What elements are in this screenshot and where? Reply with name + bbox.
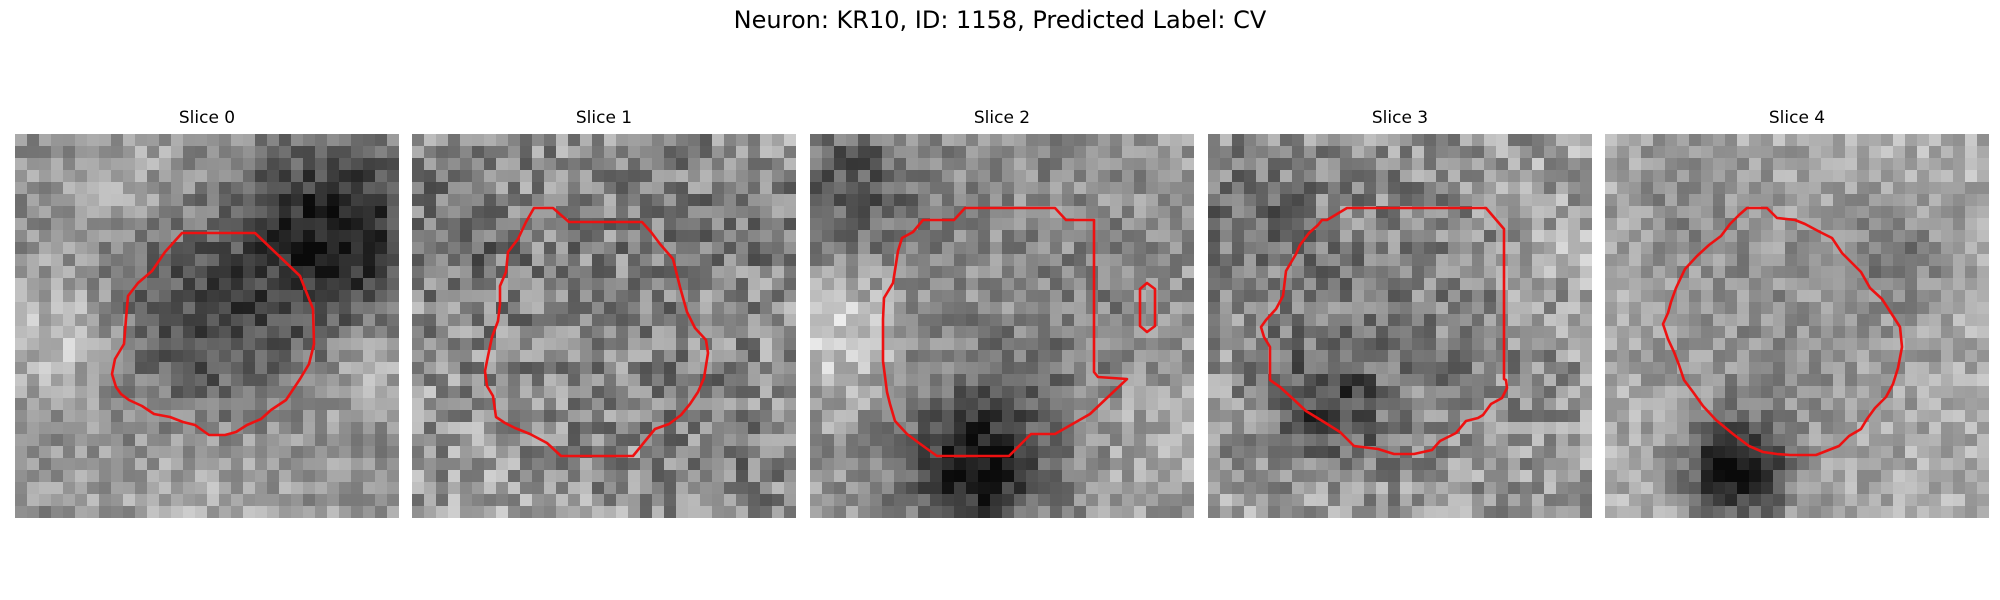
roi-contour-3 xyxy=(1259,206,1509,456)
figure-title: Neuron: KR10, ID: 1158, Predicted Label:… xyxy=(733,6,1267,34)
microscopy-pixels-2 xyxy=(810,134,1194,518)
roi-contour-4 xyxy=(1661,206,1904,457)
slice-image-1 xyxy=(412,134,796,518)
slice-image-3 xyxy=(1208,134,1592,518)
roi-contour-0 xyxy=(110,231,316,437)
microscopy-pixels-1 xyxy=(412,134,796,518)
slice-image-0 xyxy=(15,134,399,518)
microscopy-pixels-0 xyxy=(15,134,399,518)
slice-title-3: Slice 3 xyxy=(1371,108,1429,128)
slice-image-2 xyxy=(810,134,1194,518)
roi-contour-1 xyxy=(483,206,710,458)
slice-image-4 xyxy=(1605,134,1989,518)
roi-contour-2b xyxy=(1138,281,1157,334)
slice-title-0: Slice 0 xyxy=(178,108,236,128)
slice-title-4: Slice 4 xyxy=(1768,108,1826,128)
slice-title-1: Slice 1 xyxy=(575,108,633,128)
slice-title-2: Slice 2 xyxy=(973,108,1031,128)
roi-contour-2 xyxy=(881,206,1129,458)
microscopy-pixels-3 xyxy=(1208,134,1592,518)
